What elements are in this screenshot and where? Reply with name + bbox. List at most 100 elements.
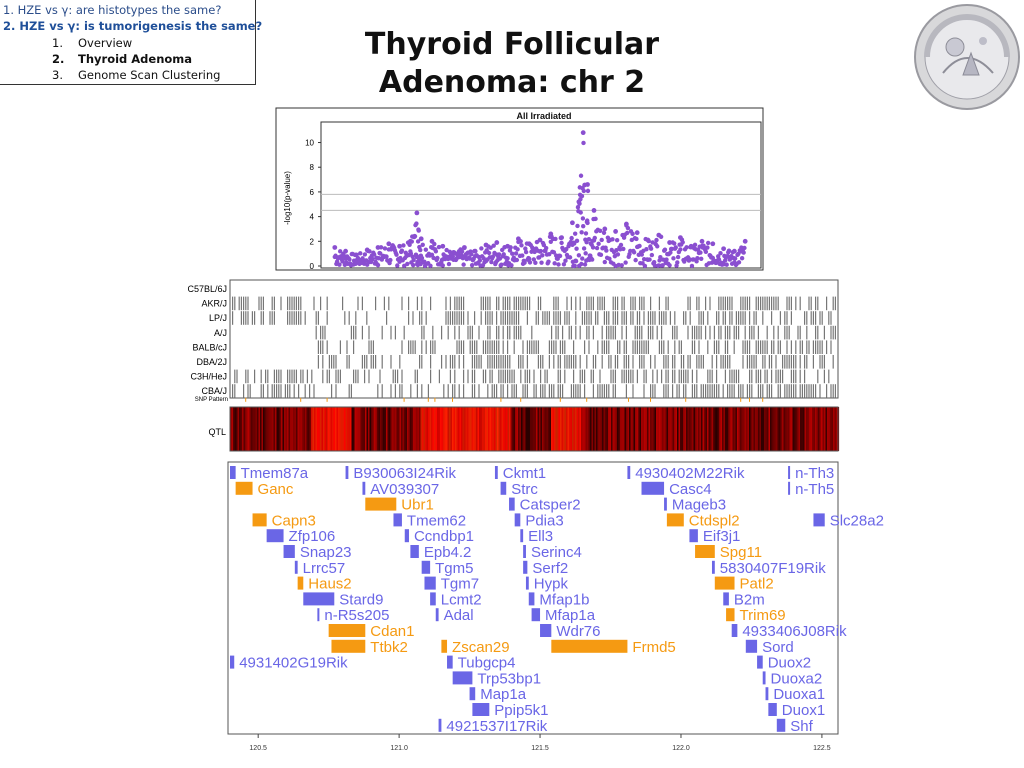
nav-subitem-overview[interactable]: 1. Overview [52,36,132,50]
subitem-number: 2. [52,52,65,66]
snp-mark [667,296,669,311]
snp-mark [493,340,495,354]
snp-mark [819,355,821,369]
gene-bar [731,624,738,637]
qtl-cell [524,407,526,451]
snp-mark [608,340,610,354]
qtl-cell [470,407,472,451]
qtl-cell [705,407,708,451]
nav-subitem-thyroid-adenoma[interactable]: 2. Thyroid Adenoma [52,52,192,66]
snp-mark [751,325,753,340]
snp-mark [643,296,645,311]
snp-mark [707,369,709,384]
snp-mark [724,296,726,311]
snp-mark [399,355,401,369]
snp-mark [498,369,500,384]
qtl-cell [303,407,306,451]
snp-mark [801,340,803,354]
qtl-cell [800,407,802,451]
snp-mark [430,355,432,369]
qtl-cell [671,407,673,451]
data-point [527,260,533,265]
snp-mark [680,340,682,354]
snp-mark [817,369,819,384]
gene-label: Adal [444,607,474,624]
qtl-cell [704,407,706,451]
gene-label: Tgm5 [435,560,473,577]
snp-mark [687,325,689,340]
snp-mark [834,384,836,398]
snp-mark [713,340,715,354]
snp-mark [368,325,370,340]
nav-subitem-genome-scan-clustering[interactable]: 3. Genome Scan Clustering [52,68,220,82]
qtl-cell [324,407,327,451]
snp-mark [566,355,568,369]
qtl-cell [620,407,622,451]
snp-mark [493,384,495,398]
data-point [644,246,649,252]
snp-mark [579,384,581,398]
data-point [513,251,519,256]
qtl-cell [708,407,711,451]
data-point [399,248,405,253]
qtl-cell [420,407,423,451]
qtl-cell [375,407,378,451]
snp-mark [496,355,498,369]
qtl-cell [641,407,643,451]
data-point [446,261,452,267]
qtl-cell [612,407,615,451]
qtl-cell [317,407,319,451]
snp-mark [322,369,324,384]
snp-mark [636,369,638,384]
nav-item-tumorigenesis[interactable]: 2. HZE vs γ: is tumorigenesis the same? [3,19,263,33]
snp-mark [460,296,462,311]
snp-mark [683,384,685,398]
data-point [647,257,652,262]
qtl-cell [365,407,367,451]
snp-mark [381,384,383,398]
qtl-cell [744,407,747,451]
snp-mark [779,311,781,325]
snp-mark [454,325,456,340]
gene-label: 4921537I17Rik [446,718,547,735]
snp-mark [238,296,240,311]
qtl-cell [654,407,657,451]
snp-mark [245,311,247,325]
snp-mark [628,369,630,384]
gene-bar [328,624,366,637]
data-point [675,254,681,260]
gene-label: Ctdspl2 [689,512,740,529]
snp-mark [744,296,746,311]
snp-mark [687,369,689,384]
gene-label: 5830407F19Rik [720,560,826,577]
data-point [631,250,637,255]
qtl-cell [510,407,513,451]
qtl-cell [350,407,352,451]
snp-mark [559,369,561,384]
qtl-cell [689,407,691,451]
qtl-cell [798,407,801,451]
qtl-cell [819,407,822,451]
qtl-cell [440,407,442,451]
qtl-cell [606,407,609,451]
nav-item-histotypes[interactable]: 1. HZE vs γ: are histotypes the same? [3,3,222,17]
qtl-cell [818,407,820,451]
manhattan-y-label: -log10(p-value) [283,171,292,225]
data-point [675,260,680,265]
qtl-cell [251,407,253,451]
data-point [642,263,648,269]
snp-mark [449,311,451,325]
snp-mark [482,296,484,311]
strain-label: C57BL/6J [187,284,227,294]
snp-mark [834,296,836,311]
data-point [678,247,683,252]
snp-mark [474,311,476,325]
snp-mark [498,355,500,369]
snp-mark [806,355,808,369]
gene-label: Mfap1b [539,591,589,608]
snp-mark [366,311,368,325]
qtl-cell [782,407,784,451]
snp-mark [293,384,295,398]
data-point [534,239,540,245]
gene-label: Duox2 [768,655,811,672]
